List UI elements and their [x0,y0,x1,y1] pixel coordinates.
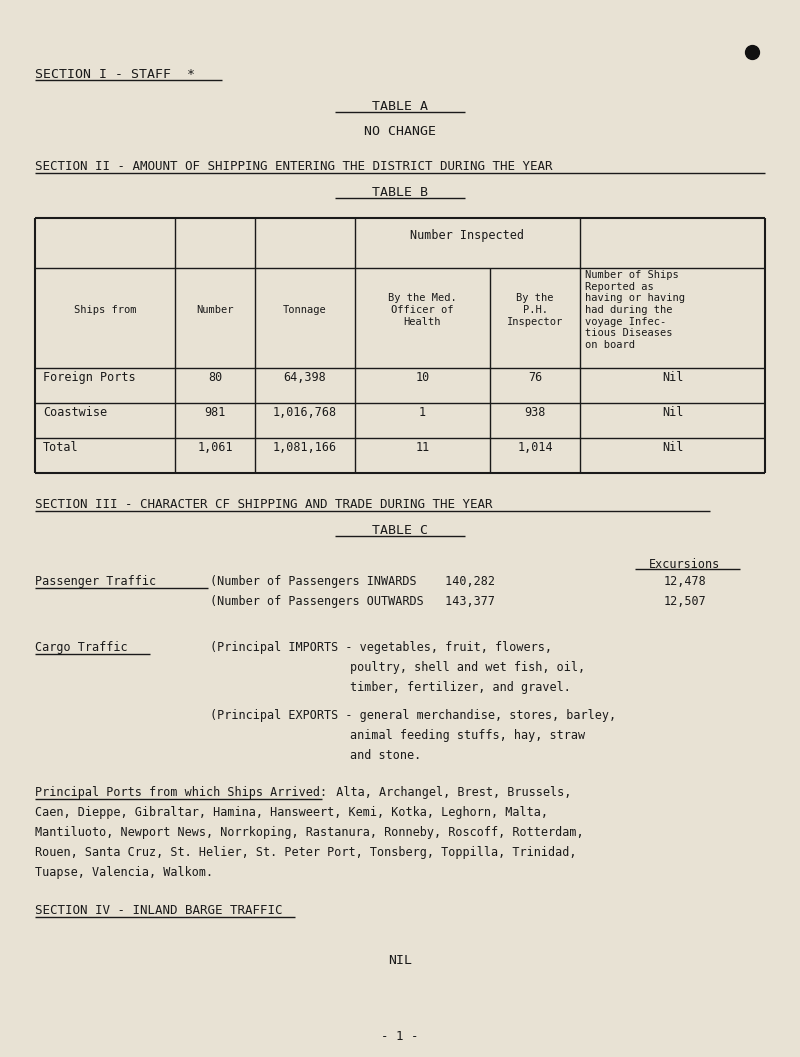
Text: (Number of Passengers OUTWARDS   143,377: (Number of Passengers OUTWARDS 143,377 [210,595,495,608]
Text: TABLE C: TABLE C [372,524,428,537]
Text: (Principal IMPORTS - vegetables, fruit, flowers,: (Principal IMPORTS - vegetables, fruit, … [210,641,552,654]
Text: Total: Total [43,441,78,455]
Text: timber, fertilizer, and gravel.: timber, fertilizer, and gravel. [350,681,571,694]
Text: SECTION II - AMOUNT OF SHIPPING ENTERING THE DISTRICT DURING THE YEAR: SECTION II - AMOUNT OF SHIPPING ENTERING… [35,160,553,173]
Text: 80: 80 [208,371,222,384]
Text: 76: 76 [528,371,542,384]
Text: 12,478: 12,478 [664,575,706,588]
Text: Cargo Traffic: Cargo Traffic [35,641,128,654]
Text: 11: 11 [415,441,430,455]
Text: (Principal EXPORTS - general merchandise, stores, barley,: (Principal EXPORTS - general merchandise… [210,709,616,722]
Text: Coastwise: Coastwise [43,406,107,419]
Text: NO CHANGE: NO CHANGE [364,125,436,138]
Text: TABLE A: TABLE A [372,100,428,113]
Text: Mantiluoto, Newport News, Norrkoping, Rastanura, Ronneby, Roscoff, Rotterdam,: Mantiluoto, Newport News, Norrkoping, Ra… [35,826,584,839]
Text: Number Inspected: Number Inspected [410,228,525,241]
Text: poultry, shell and wet fish, oil,: poultry, shell and wet fish, oil, [350,661,585,674]
Text: Caen, Dieppe, Gibraltar, Hamina, Hansweert, Kemi, Kotka, Leghorn, Malta,: Caen, Dieppe, Gibraltar, Hamina, Hanswee… [35,806,548,819]
Text: Number of Ships
Reported as
having or having
had during the
voyage Infec-
tious : Number of Ships Reported as having or ha… [585,271,685,350]
Text: NIL: NIL [388,954,412,967]
Text: Ships from: Ships from [74,305,136,315]
Text: 938: 938 [524,406,546,419]
Text: Alta, Archangel, Brest, Brussels,: Alta, Archangel, Brest, Brussels, [322,786,571,799]
Text: SECTION IV - INLAND BARGE TRAFFIC: SECTION IV - INLAND BARGE TRAFFIC [35,904,282,917]
Text: Number: Number [196,305,234,315]
Text: 1,014: 1,014 [517,441,553,455]
Text: Excursions: Excursions [650,558,721,571]
Text: 10: 10 [415,371,430,384]
Text: Principal Ports from which Ships Arrived:: Principal Ports from which Ships Arrived… [35,786,327,799]
Text: 981: 981 [204,406,226,419]
Text: SECTION I - STAFF  *: SECTION I - STAFF * [35,68,195,81]
Text: Tuapse, Valencia, Walkom.: Tuapse, Valencia, Walkom. [35,866,213,879]
Text: Passenger Traffic: Passenger Traffic [35,575,156,588]
Text: Tonnage: Tonnage [283,305,327,315]
Text: - 1 -: - 1 - [382,1030,418,1043]
Text: Nil: Nil [662,371,683,384]
Text: TABLE B: TABLE B [372,186,428,199]
Text: (Number of Passengers INWARDS    140,282: (Number of Passengers INWARDS 140,282 [210,575,495,588]
Text: By the
P.H.
Inspector: By the P.H. Inspector [507,294,563,327]
Text: 64,398: 64,398 [284,371,326,384]
Text: 1: 1 [419,406,426,419]
Text: 12,507: 12,507 [664,595,706,608]
Text: Nil: Nil [662,441,683,455]
Text: Nil: Nil [662,406,683,419]
Text: Rouen, Santa Cruz, St. Helier, St. Peter Port, Tonsberg, Toppilla, Trinidad,: Rouen, Santa Cruz, St. Helier, St. Peter… [35,846,577,859]
Text: 1,061: 1,061 [197,441,233,455]
Text: 1,016,768: 1,016,768 [273,406,337,419]
Text: and stone.: and stone. [350,749,422,762]
Text: 1,081,166: 1,081,166 [273,441,337,455]
Text: SECTION III - CHARACTER CF SHIPPING AND TRADE DURING THE YEAR: SECTION III - CHARACTER CF SHIPPING AND … [35,498,493,511]
Text: Foreign Ports: Foreign Ports [43,371,136,384]
Text: By the Med.
Officer of
Health: By the Med. Officer of Health [388,294,457,327]
Text: animal feeding stuffs, hay, straw: animal feeding stuffs, hay, straw [350,729,585,742]
